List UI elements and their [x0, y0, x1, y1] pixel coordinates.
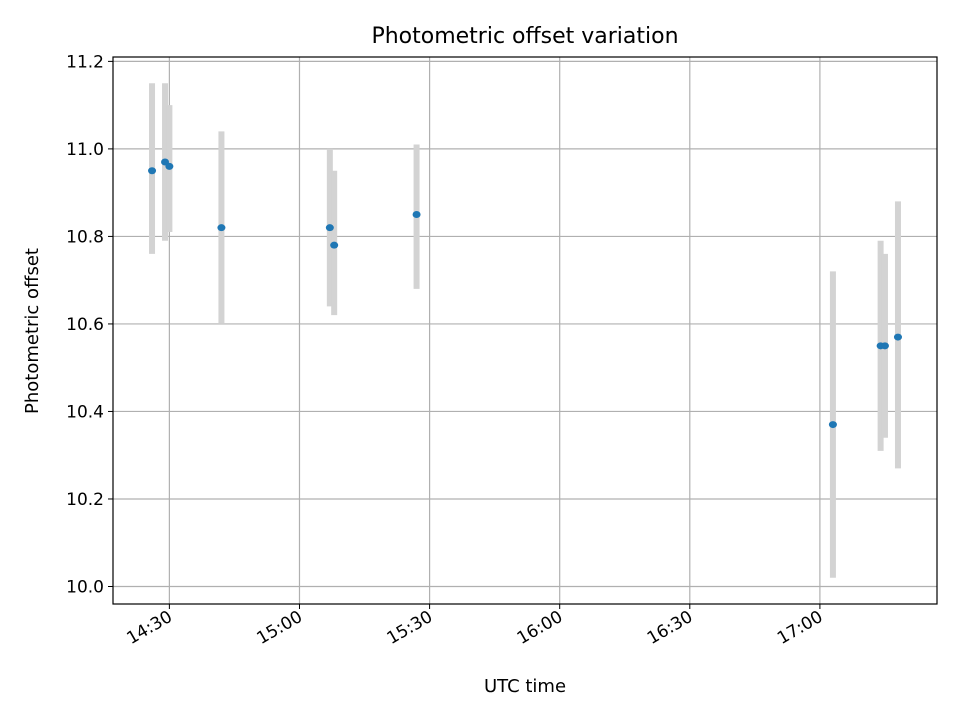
- y-tick-label: 10.8: [66, 227, 104, 247]
- y-tick-label: 10.2: [66, 490, 104, 510]
- y-tick-label: 11.0: [66, 140, 104, 160]
- data-point: [893, 333, 902, 341]
- data-points: [148, 158, 902, 429]
- y-tick-label: 11.2: [66, 52, 104, 72]
- x-axis-label: UTC time: [484, 676, 566, 697]
- data-point: [880, 342, 889, 350]
- data-point: [217, 224, 226, 232]
- data-point: [330, 241, 339, 249]
- y-tick-label: 10.6: [66, 315, 104, 335]
- data-point: [148, 167, 157, 175]
- data-point: [828, 421, 837, 429]
- y-tick-label: 10.4: [66, 402, 104, 422]
- data-point: [165, 162, 174, 170]
- y-tick-label: 10.0: [66, 577, 104, 597]
- y-axis-label: Photometric offset: [22, 248, 43, 414]
- y-axis-ticks: 10.0 10.2 10.4 10.6 10.8 11.0 11.2: [66, 52, 113, 597]
- grid: [113, 57, 937, 604]
- chart-title: Photometric offset variation: [371, 24, 678, 49]
- data-point: [325, 224, 334, 232]
- plot-frame: [112, 56, 938, 605]
- data-point: [412, 211, 421, 219]
